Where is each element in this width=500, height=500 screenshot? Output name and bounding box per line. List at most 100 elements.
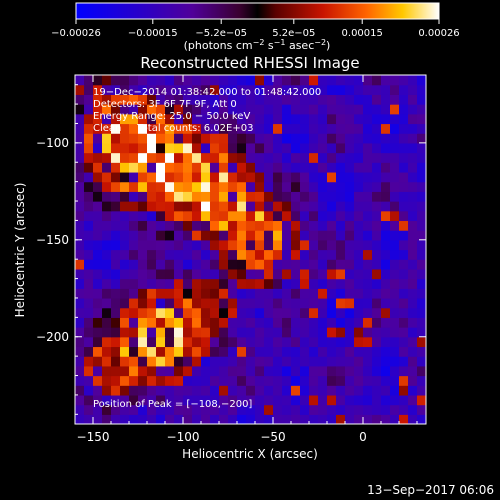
heatmap-cell [102,356,112,367]
heatmap-cell [84,75,94,86]
heatmap-cell [183,278,193,289]
heatmap-cell [120,249,130,260]
heatmap-cell [264,133,274,144]
heatmap-cell [363,259,373,270]
heatmap-cell [291,365,301,377]
heatmap-cell [327,75,337,86]
heatmap-cell [174,288,184,299]
heatmap-cell [174,346,184,357]
heatmap-cell [354,278,364,289]
heatmap-cell [219,317,229,328]
heatmap-cell [282,346,292,357]
heatmap-cell [93,142,103,154]
heatmap-cell [147,336,157,348]
heatmap-cell [192,278,202,289]
heatmap-cell [417,365,426,377]
heatmap-cell [228,404,238,415]
heatmap-cell [192,375,202,386]
heatmap-cell [282,307,292,318]
heatmap-cell [309,133,319,144]
heatmap-cell [264,75,274,86]
heatmap-cell [417,385,426,396]
heatmap-cell [246,94,256,105]
heatmap-cell [390,288,400,299]
x-tick-label: −50 [260,430,285,444]
heatmap-cell [147,356,157,367]
heatmap-cell [120,259,130,270]
heatmap-cell [417,162,426,173]
heatmap-cell [111,84,121,95]
heatmap-cell [129,307,139,318]
heatmap-cell [345,210,355,222]
heatmap-cell [156,142,166,154]
heatmap-cell [255,336,265,348]
plot-frame [74,74,427,425]
heatmap-cell [273,249,283,260]
colorbar-tick-label: 5.2e−05 [272,28,315,39]
heatmap-cell [174,365,184,377]
heatmap-cell [102,365,112,377]
heatmap-cell [381,104,391,115]
heatmap-cell [129,104,139,115]
heatmap-cell [363,171,373,183]
heatmap-cell [354,268,364,280]
colorbar-tick-label: −0.00026 [51,28,101,39]
heatmap-cell [399,356,409,367]
heatmap-cell [354,162,364,173]
heatmap-cell [372,191,382,202]
heatmap-cell [291,385,301,396]
heatmap-cell [120,385,130,396]
heatmap-cell [120,404,130,415]
heatmap-cell [408,404,418,415]
heatmap-cell [75,346,85,357]
heatmap-cell [219,404,229,415]
heatmap-cell [363,75,373,86]
heatmap-cell [381,394,391,406]
heatmap-cell [246,317,256,328]
heatmap-cell [264,94,274,105]
heatmap-cell [381,365,391,377]
heatmap-cell [300,201,310,212]
heatmap-cell [237,288,247,299]
heatmap-cell [183,230,193,241]
heatmap-cell [273,288,283,299]
heatmap-cell [111,327,121,338]
y-tick-label: −200 [36,330,69,344]
heatmap-cell [84,123,94,134]
heatmap-cell [75,152,85,163]
heatmap-cell [345,385,355,396]
heatmap-cell [246,113,256,125]
heatmap-cell [327,239,337,251]
heatmap-cell [156,317,166,328]
heatmap-cell [192,404,202,415]
heatmap-cell [255,259,265,270]
heatmap-cell [381,162,391,173]
heatmap-cell [363,210,373,222]
heatmap-cell [399,94,409,105]
heatmap-cell [345,171,355,183]
heatmap-cell [282,239,292,251]
heatmap-cell [174,191,184,202]
heatmap-cell [291,356,301,367]
heatmap-cell [165,307,175,318]
heatmap-cell [93,404,103,415]
heatmap-cell [165,142,175,154]
heatmap-cell [417,307,426,318]
heatmap-cell [129,288,139,299]
heatmap-cell [210,142,220,154]
heatmap-cell [201,84,211,95]
heatmap-cell [264,113,274,125]
heatmap-cell [300,375,310,386]
heatmap-cell [318,249,328,260]
heatmap-cell [165,346,175,357]
heatmap-cell [309,181,319,192]
heatmap-cell [102,84,112,95]
heatmap-cell [183,123,193,134]
heatmap-cell [381,375,391,386]
heatmap-cell [345,201,355,212]
heatmap-cell [192,84,202,95]
heatmap-cell [165,191,175,202]
heatmap-cell [291,113,301,125]
heatmap-cell [102,220,112,231]
heatmap-cell [390,94,400,105]
